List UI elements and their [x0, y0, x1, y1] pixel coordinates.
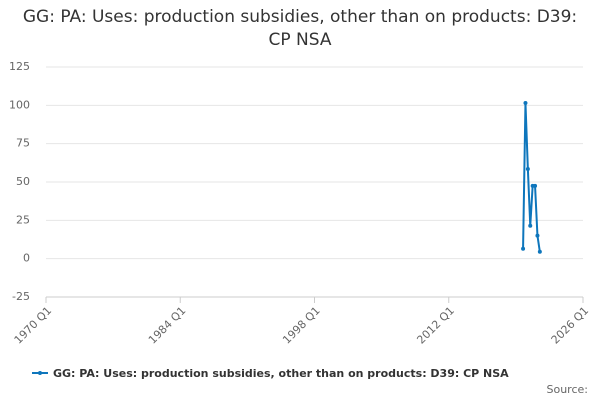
data-point	[521, 246, 526, 251]
data-point	[525, 166, 530, 171]
data-point	[523, 101, 528, 106]
source-label: Source:	[547, 383, 589, 396]
y-tick-label: 0	[23, 252, 30, 265]
data-point	[537, 249, 542, 254]
legend-label: GG: PA: Uses: production subsidies, othe…	[53, 367, 509, 380]
y-tick-label: 125	[9, 60, 30, 73]
y-tick-label: -25	[12, 290, 30, 303]
data-point	[533, 183, 538, 188]
y-tick-label: 25	[16, 213, 30, 226]
data-point	[528, 223, 533, 228]
x-tick-label: 2012 Q1	[414, 304, 457, 347]
x-tick-label: 1970 Q1	[12, 304, 55, 347]
x-tick-label: 1984 Q1	[146, 304, 189, 347]
x-tick-label: 1998 Q1	[280, 304, 323, 347]
y-tick-label: 75	[16, 137, 30, 150]
x-tick-label: 2026 Q1	[549, 304, 592, 347]
data-line	[522, 102, 541, 252]
data-point	[535, 233, 540, 238]
chart-title: GG: PA: Uses: production subsidies, othe…	[22, 7, 578, 50]
y-tick-label: 100	[9, 98, 30, 111]
legend-marker	[38, 371, 42, 375]
y-tick-label: 50	[16, 175, 30, 188]
